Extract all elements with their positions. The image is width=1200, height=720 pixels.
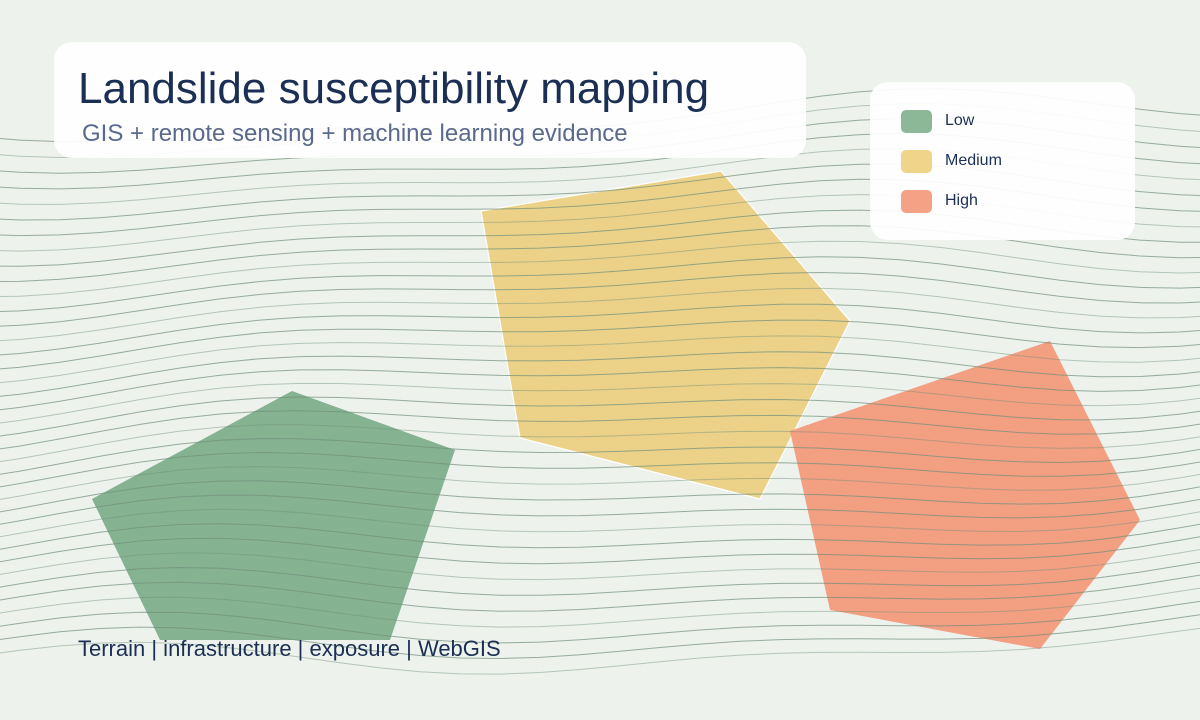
contour-line	[0, 287, 1200, 342]
contour-line	[0, 240, 1200, 298]
contour-line	[0, 466, 1200, 500]
page-subtitle: GIS + remote sensing + machine learning …	[82, 120, 628, 147]
contour-line	[0, 451, 1200, 488]
contour-line	[0, 480, 1200, 513]
zone-medium	[480, 170, 851, 500]
contour-line	[0, 600, 1200, 644]
legend-label: Medium	[945, 152, 1002, 169]
contour-line	[0, 396, 1200, 437]
legend-swatch-low	[901, 109, 932, 133]
title-card: Landslide susceptibility mapping GIS + r…	[54, 42, 806, 158]
legend-swatch-medium	[901, 149, 932, 173]
contour-line	[0, 494, 1200, 525]
contour-line	[0, 508, 1200, 538]
contour-line	[0, 614, 1200, 660]
contour-line	[0, 561, 1200, 596]
legend-label: High	[945, 192, 978, 209]
contour-line	[0, 367, 1200, 411]
contour-line	[0, 574, 1200, 612]
contour-line	[0, 536, 1200, 565]
susceptibility-zones	[92, 170, 1140, 649]
contour-line	[0, 382, 1200, 424]
legend-item-low: Low	[901, 109, 974, 133]
zone-low	[92, 391, 455, 640]
contour-line	[0, 438, 1200, 475]
zone-high	[790, 341, 1140, 649]
footer-caption: Terrain | infrastructure | exposure | We…	[78, 636, 501, 661]
legend-swatch-high	[901, 189, 932, 213]
contour-line	[0, 303, 1200, 356]
legend-item-high: High	[901, 189, 978, 213]
contour-line	[0, 271, 1200, 327]
contour-line	[0, 627, 1200, 675]
legend-item-medium: Medium	[901, 149, 1002, 173]
contour-line	[0, 587, 1200, 628]
contour-line	[0, 424, 1200, 463]
contour-line	[0, 335, 1200, 384]
contour-line	[0, 319, 1200, 370]
contour-line	[0, 548, 1200, 581]
page-title: Landslide susceptibility mapping	[78, 64, 710, 113]
contour-line	[0, 523, 1200, 550]
contour-line	[0, 256, 1200, 312]
legend: Low Medium High	[870, 82, 1135, 240]
contour-line	[0, 410, 1200, 450]
contour-line	[0, 225, 1200, 282]
contour-line	[0, 351, 1200, 397]
legend-label: Low	[945, 112, 975, 129]
